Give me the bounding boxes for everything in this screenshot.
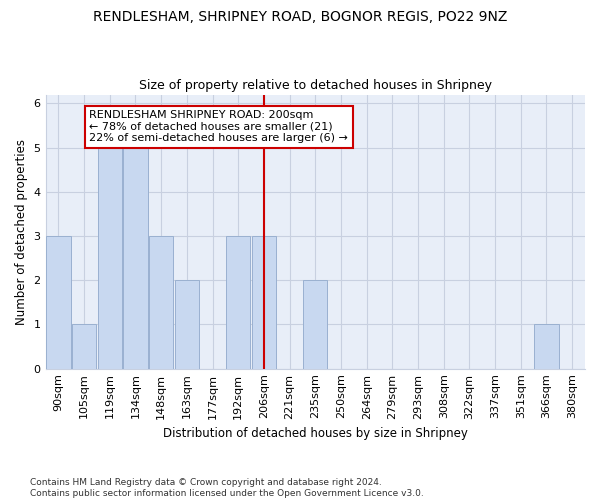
Bar	[123, 148, 148, 368]
Bar	[226, 236, 250, 368]
Title: Size of property relative to detached houses in Shripney: Size of property relative to detached ho…	[139, 79, 492, 92]
Bar	[534, 324, 559, 368]
Bar	[175, 280, 199, 368]
Bar	[72, 324, 96, 368]
Text: RENDLESHAM, SHRIPNEY ROAD, BOGNOR REGIS, PO22 9NZ: RENDLESHAM, SHRIPNEY ROAD, BOGNOR REGIS,…	[93, 10, 507, 24]
Text: RENDLESHAM SHRIPNEY ROAD: 200sqm
← 78% of detached houses are smaller (21)
22% o: RENDLESHAM SHRIPNEY ROAD: 200sqm ← 78% o…	[89, 110, 348, 143]
X-axis label: Distribution of detached houses by size in Shripney: Distribution of detached houses by size …	[163, 427, 468, 440]
Bar	[149, 236, 173, 368]
Y-axis label: Number of detached properties: Number of detached properties	[15, 138, 28, 324]
Bar	[46, 236, 71, 368]
Bar	[303, 280, 328, 368]
Bar	[98, 148, 122, 368]
Bar	[251, 236, 276, 368]
Text: Contains HM Land Registry data © Crown copyright and database right 2024.
Contai: Contains HM Land Registry data © Crown c…	[30, 478, 424, 498]
